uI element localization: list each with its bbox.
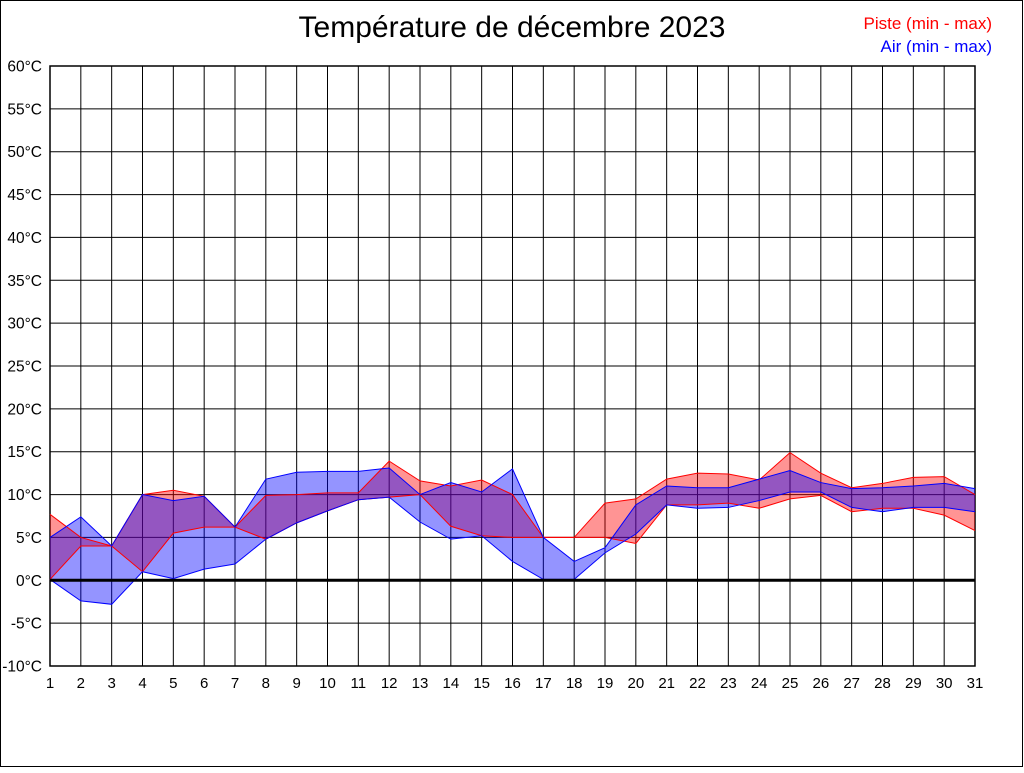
svg-text:23: 23: [720, 675, 737, 692]
svg-text:30: 30: [936, 675, 953, 692]
svg-text:26: 26: [812, 675, 829, 692]
svg-text:5: 5: [169, 675, 177, 692]
svg-text:3: 3: [107, 675, 115, 692]
svg-text:9: 9: [292, 675, 300, 692]
svg-text:12: 12: [381, 675, 398, 692]
svg-text:30°C: 30°C: [7, 316, 42, 333]
svg-text:27: 27: [843, 675, 860, 692]
svg-text:13: 13: [412, 675, 429, 692]
svg-text:-5°C: -5°C: [11, 616, 42, 633]
svg-text:45°C: 45°C: [7, 187, 42, 204]
svg-text:4: 4: [138, 675, 146, 692]
svg-text:15: 15: [473, 675, 490, 692]
svg-text:15°C: 15°C: [7, 444, 42, 461]
svg-text:11: 11: [351, 675, 367, 692]
svg-text:2: 2: [77, 675, 85, 692]
svg-text:6: 6: [200, 675, 208, 692]
svg-text:24: 24: [751, 675, 768, 692]
svg-text:19: 19: [597, 675, 614, 692]
svg-text:18: 18: [566, 675, 583, 692]
svg-text:5°C: 5°C: [16, 530, 42, 547]
svg-text:22: 22: [689, 675, 706, 692]
svg-text:50°C: 50°C: [7, 144, 42, 161]
svg-text:40°C: 40°C: [7, 230, 42, 247]
svg-text:28: 28: [874, 675, 891, 692]
svg-text:8: 8: [262, 675, 270, 692]
svg-text:20°C: 20°C: [7, 401, 42, 418]
svg-text:10: 10: [319, 675, 336, 692]
svg-text:60°C: 60°C: [7, 59, 42, 76]
svg-text:10°C: 10°C: [7, 487, 42, 504]
svg-text:1: 1: [46, 675, 54, 692]
svg-text:16: 16: [504, 675, 521, 692]
svg-text:-10°C: -10°C: [2, 659, 42, 676]
svg-text:20: 20: [627, 675, 644, 692]
svg-text:17: 17: [535, 675, 552, 692]
svg-text:25°C: 25°C: [7, 359, 42, 376]
svg-text:31: 31: [967, 675, 984, 692]
svg-text:55°C: 55°C: [7, 101, 42, 118]
svg-text:25: 25: [782, 675, 799, 692]
svg-text:14: 14: [442, 675, 459, 692]
svg-text:0°C: 0°C: [16, 573, 42, 590]
svg-text:35°C: 35°C: [7, 273, 42, 290]
svg-text:7: 7: [231, 675, 239, 692]
svg-text:29: 29: [905, 675, 922, 692]
svg-text:21: 21: [658, 675, 675, 692]
